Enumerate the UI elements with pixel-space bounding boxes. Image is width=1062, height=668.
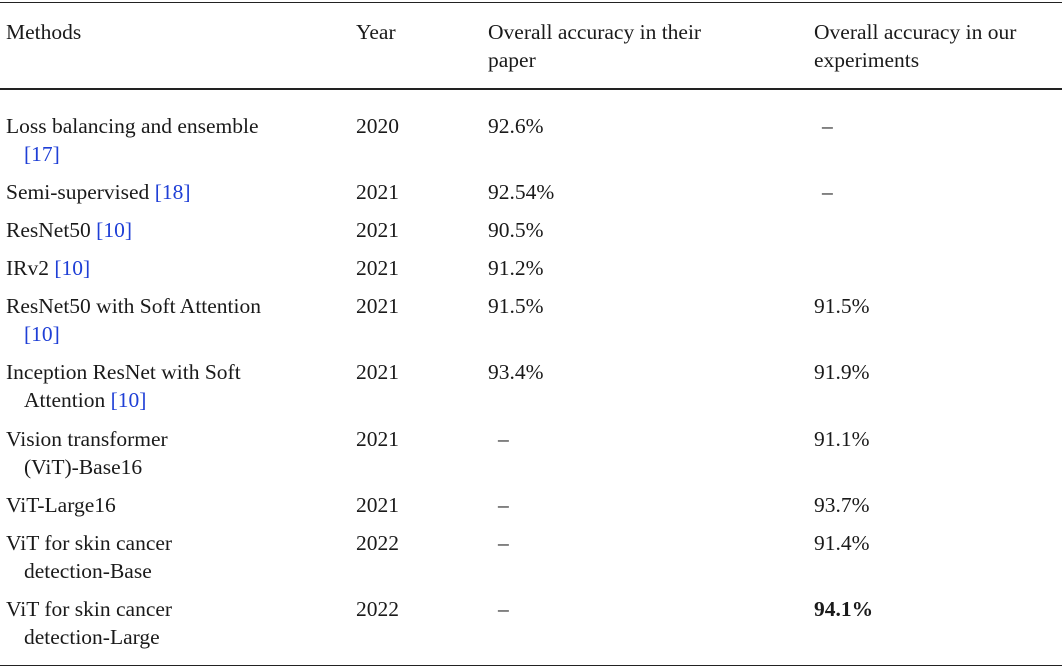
row-method-line1: ViT-Large16 [6, 493, 116, 517]
row-paper-accuracy: 91.5% [488, 294, 544, 318]
row-our-accuracy: 91.1% [814, 427, 870, 451]
header-year: Year [356, 20, 396, 44]
row-method-line2: detection-Large [24, 625, 160, 649]
row-method: ViT for skin cancer detection-Base [6, 529, 172, 585]
row-paper-accuracy: – [498, 427, 509, 451]
row-method: ResNet50 [10] [6, 216, 132, 244]
row-year: 2020 [356, 114, 399, 138]
row-method: Loss balancing and ensemble [17] [6, 112, 259, 168]
row-our-accuracy-best: 94.1% [814, 597, 874, 621]
row-method-line1: Vision transformer [6, 427, 168, 451]
row-method-line2: Attention [24, 388, 106, 412]
row-method-line1: ResNet50 with Soft Attention [6, 294, 262, 318]
row-year: 2021 [356, 256, 399, 280]
row-paper-accuracy: – [498, 597, 509, 621]
row-our-accuracy: 91.5% [814, 294, 870, 318]
citation-link[interactable]: [10] [96, 218, 132, 242]
row-method-line1: Semi-supervised [6, 180, 150, 204]
row-paper-accuracy: 90.5% [488, 218, 544, 242]
row-year: 2021 [356, 180, 399, 204]
header-paper-accuracy-line2: paper [488, 48, 536, 72]
row-method-line1: IRv2 [6, 256, 49, 280]
row-method: ViT for skin cancer detection-Large [6, 595, 172, 651]
row-method: ViT-Large16 [6, 491, 116, 519]
table-top-rule [0, 2, 1062, 3]
row-year: 2021 [356, 218, 399, 242]
header-methods: Methods [6, 20, 82, 44]
citation-link[interactable]: [17] [24, 142, 60, 166]
citation-link[interactable]: [10] [54, 256, 91, 280]
row-paper-accuracy: 92.6% [488, 114, 544, 138]
row-method: Inception ResNet with Soft Attention [10… [6, 358, 241, 414]
citation-link[interactable]: [10] [24, 322, 60, 346]
row-year: 2021 [356, 427, 399, 451]
row-paper-accuracy: – [498, 531, 509, 555]
row-method: Vision transformer (ViT)-Base16 [6, 425, 168, 481]
row-our-accuracy: 91.4% [814, 531, 870, 555]
header-paper-accuracy-line1: Overall accuracy in their [488, 20, 702, 44]
row-our-accuracy: 93.7% [814, 493, 870, 517]
table-header-rule [0, 88, 1062, 90]
row-paper-accuracy: 93.4% [488, 360, 544, 384]
row-paper-accuracy: – [498, 493, 509, 517]
row-year: 2021 [356, 360, 399, 384]
citation-link[interactable]: [10] [110, 388, 147, 412]
row-our-accuracy: – [822, 180, 833, 204]
row-method-line1: ViT for skin cancer [6, 531, 173, 555]
row-paper-accuracy: 92.54% [488, 180, 555, 204]
row-year: 2022 [356, 531, 399, 555]
header-our-accuracy-line1: Overall accuracy in our [814, 20, 1017, 44]
row-year: 2021 [356, 294, 399, 318]
row-method: ResNet50 with Soft Attention [10] [6, 292, 261, 348]
row-our-accuracy: 91.9% [814, 360, 870, 384]
row-method: Semi-supervised [18] [6, 178, 191, 206]
table-bottom-rule [0, 665, 1062, 666]
row-our-accuracy: – [822, 114, 833, 138]
row-method-line1: Loss balancing and ensemble [6, 114, 259, 138]
row-method-line2: (ViT)-Base16 [24, 455, 143, 479]
row-method-line1: ResNet50 [6, 218, 91, 242]
row-paper-accuracy: 91.2% [488, 256, 544, 280]
row-method-line1: Inception ResNet with Soft [6, 360, 241, 384]
header-paper-accuracy: Overall accuracy in their paper [488, 18, 701, 74]
row-method-line1: ViT for skin cancer [6, 597, 173, 621]
row-method-line2: detection-Base [24, 559, 152, 583]
row-year: 2021 [356, 493, 399, 517]
header-our-accuracy-line2: experiments [814, 48, 920, 72]
citation-link[interactable]: [18] [154, 180, 191, 204]
row-method: IRv2 [10] [6, 254, 90, 282]
row-year: 2022 [356, 597, 399, 621]
header-our-accuracy: Overall accuracy in our experiments [814, 18, 1016, 74]
